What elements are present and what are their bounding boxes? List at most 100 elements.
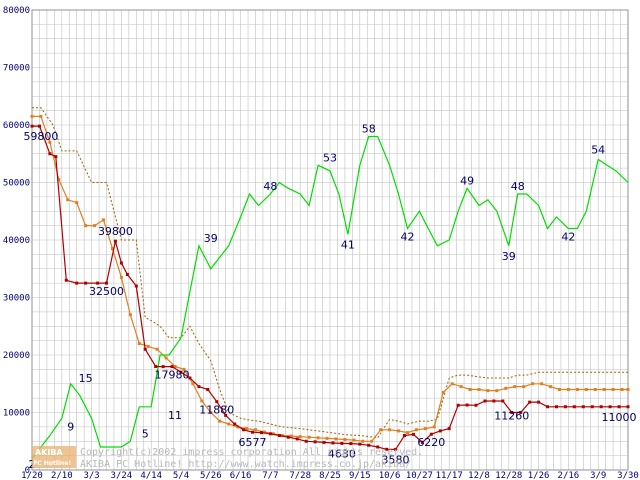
data-point-min-price [528, 400, 532, 404]
data-point-avg-price [504, 386, 508, 390]
data-label: 59800 [23, 130, 58, 143]
data-point-avg-price [495, 389, 499, 393]
data-point-min-price [322, 440, 326, 444]
data-point-min-price [170, 365, 174, 369]
data-point-avg-price [200, 399, 204, 403]
data-point-min-price [215, 400, 219, 404]
data-point-min-price [54, 155, 58, 159]
data-point-avg-price [316, 436, 320, 440]
x-tick-label: 2/16 [558, 471, 580, 480]
data-point-avg-price [75, 201, 79, 205]
data-label: 15 [79, 372, 93, 385]
x-tick-label: 3/9 [590, 471, 606, 480]
data-label: 11260 [494, 409, 529, 422]
data-point-min-price [376, 445, 380, 449]
data-point-avg-price [423, 427, 427, 431]
data-point-avg-price [254, 428, 257, 432]
data-label: 42 [400, 231, 414, 244]
data-point-avg-price [262, 430, 266, 434]
data-point-min-price [154, 365, 158, 368]
data-point-min-price [438, 429, 442, 433]
data-point-min-price [96, 281, 100, 285]
data-point-min-price [474, 403, 478, 407]
logo-bottom-text: PC Hotline! [33, 460, 71, 467]
data-point-avg-price [343, 438, 347, 442]
data-point-min-price [581, 405, 585, 409]
x-tick-label: 10/6 [379, 471, 401, 480]
data-point-min-price [286, 435, 290, 439]
data-point-avg-price [137, 342, 141, 345]
data-point-avg-price [325, 436, 329, 440]
data-point-min-price [304, 439, 308, 443]
data-point-avg-price [93, 224, 97, 228]
data-point-avg-price [513, 385, 517, 389]
data-point-min-price [30, 124, 34, 128]
x-tick-label: 4/14 [140, 471, 162, 480]
data-point-avg-price [110, 247, 114, 251]
data-point-min-price [84, 281, 88, 285]
x-tick-label: 9/15 [349, 471, 371, 480]
data-point-avg-price [522, 385, 526, 389]
y-axis-tick-labels: 0 10000 20000 30000 40000 50000 60000 70000 8000… [3, 6, 30, 476]
data-point-avg-price [102, 218, 106, 222]
data-point-min-price [277, 434, 281, 437]
copyright-text: Copyright(c)2002 impress corporation All… [80, 447, 423, 458]
data-point-min-price [349, 442, 353, 446]
data-point-avg-price [575, 388, 579, 391]
data-point-avg-price [611, 388, 615, 391]
data-point-min-price [331, 441, 335, 445]
series-line-min-price [32, 125, 628, 451]
data-point-avg-price [236, 425, 240, 429]
watermark: AKIBA PC Hotline! Copyright(c)2002 impre… [32, 446, 423, 470]
data-point-min-price [242, 428, 246, 432]
data-point-avg-price [477, 388, 481, 391]
y-tick-label: 30000 [3, 294, 30, 304]
data-point-avg-price [84, 224, 88, 228]
data-point-avg-price [352, 438, 356, 442]
data-point-avg-price [191, 382, 195, 386]
data-point-min-price [233, 422, 237, 426]
data-point-avg-price [66, 198, 70, 202]
data-label: 5 [142, 427, 149, 440]
y-tick-label: 70000 [3, 64, 30, 74]
data-point-min-price [465, 403, 469, 407]
x-tick-label: 3/30 [617, 471, 639, 480]
data-point-avg-price [459, 385, 463, 389]
data-point-min-price [64, 278, 68, 282]
data-point-min-price [546, 405, 550, 409]
series-line-max-price [32, 107, 628, 439]
data-point-min-price [537, 400, 541, 404]
data-point-min-price [563, 405, 567, 409]
chart-data-labels: 59800 32500 39800 17980 11880 6577 4630 3580 622… [23, 123, 636, 472]
data-point-avg-price [307, 435, 311, 439]
plot-frame [31, 9, 629, 471]
data-point-avg-price [155, 347, 159, 351]
data-label: 58 [362, 123, 376, 136]
data-label: 54 [591, 144, 605, 157]
data-point-min-price [572, 405, 576, 409]
y-tick-label: 20000 [3, 351, 30, 361]
data-point-avg-price [620, 388, 624, 391]
data-point-min-price [113, 239, 117, 243]
data-point-avg-price [397, 429, 401, 433]
data-point-avg-price [486, 389, 490, 393]
data-point-avg-price [626, 388, 630, 391]
data-point-avg-price [370, 439, 374, 443]
data-point-avg-price [557, 388, 561, 391]
data-point-avg-price [361, 439, 365, 443]
data-label: 32500 [89, 285, 124, 298]
data-label: 48 [511, 180, 525, 193]
data-point-min-price [48, 152, 52, 156]
data-point-avg-price [30, 114, 34, 118]
data-point-avg-price [218, 419, 222, 423]
x-tick-label: 7/7 [262, 471, 278, 480]
data-label: 11880 [199, 404, 234, 417]
y-tick-label: 40000 [3, 236, 30, 246]
data-point-min-price [626, 405, 630, 409]
data-label: 39800 [98, 225, 133, 238]
data-point-avg-price [584, 388, 588, 391]
data-label: 17980 [155, 369, 190, 382]
logo-top-text: AKIBA [35, 448, 63, 457]
data-point-avg-price [227, 422, 231, 426]
